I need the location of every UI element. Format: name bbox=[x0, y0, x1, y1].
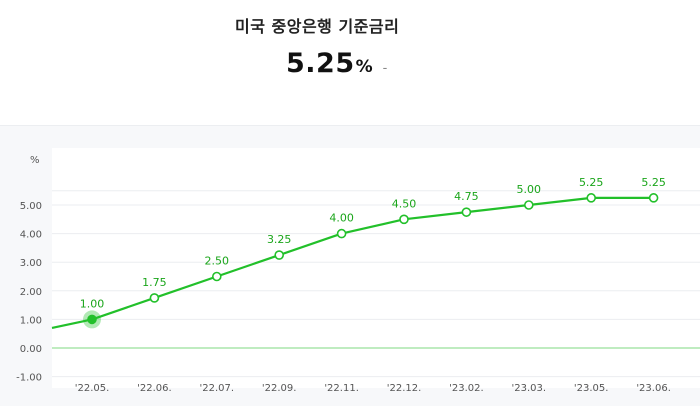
x-tick-label: '22.05. bbox=[75, 383, 110, 394]
x-tick-label: '23.02. bbox=[449, 383, 484, 394]
rate-header: 미국 중앙은행 기준금리 5.25 % - bbox=[0, 0, 700, 125]
data-label: 1.00 bbox=[80, 297, 105, 310]
y-tick-label: 0.00 bbox=[20, 344, 42, 355]
current-rate-value: 5.25 bbox=[286, 48, 355, 79]
data-point[interactable] bbox=[212, 271, 222, 282]
data-label: 5.25 bbox=[641, 176, 666, 189]
data-label: 2.50 bbox=[205, 255, 230, 268]
rate-line-chart[interactable]: % -1.00 0.00 1.00 2.00 3.00 4.00 5.00 '22.05. '22… bbox=[0, 126, 700, 406]
y-tick-label: 3.00 bbox=[20, 258, 42, 269]
x-tick-label: '23.05. bbox=[574, 383, 609, 394]
data-label: 5.25 bbox=[579, 176, 604, 189]
data-label: 1.75 bbox=[142, 276, 167, 289]
x-tick-label: '22.09. bbox=[262, 383, 297, 394]
data-label: 4.75 bbox=[454, 190, 479, 203]
data-point[interactable] bbox=[523, 200, 534, 210]
current-rate-unit: % bbox=[355, 57, 373, 77]
data-point[interactable] bbox=[586, 193, 597, 203]
x-tick-label: '22.11. bbox=[324, 383, 359, 394]
current-rate: 5.25 % - bbox=[286, 48, 387, 79]
data-label: 4.00 bbox=[329, 212, 354, 225]
y-tick-label: -1.00 bbox=[16, 373, 42, 384]
x-tick-label: '22.07. bbox=[200, 383, 235, 394]
x-tick-label: '22.12. bbox=[387, 383, 422, 394]
x-tick-label: '22.06. bbox=[137, 383, 172, 394]
data-point[interactable] bbox=[648, 193, 659, 203]
data-label: 4.50 bbox=[392, 197, 417, 210]
rate-change-indicator: - bbox=[382, 61, 388, 76]
x-tick-label: '23.06. bbox=[636, 383, 671, 394]
y-tick-label: 5.00 bbox=[20, 201, 42, 212]
data-label: 5.00 bbox=[517, 183, 542, 196]
x-tick-label: '23.03. bbox=[512, 383, 547, 394]
y-tick-label: 2.00 bbox=[20, 287, 42, 298]
y-tick-label: 1.00 bbox=[20, 315, 42, 326]
data-point[interactable] bbox=[399, 214, 409, 225]
data-label: 3.25 bbox=[267, 233, 292, 246]
data-point[interactable] bbox=[87, 314, 97, 325]
data-point[interactable] bbox=[461, 207, 472, 217]
data-point[interactable] bbox=[149, 293, 160, 303]
y-axis-label: % bbox=[30, 155, 40, 166]
data-point[interactable] bbox=[336, 228, 347, 239]
chart-panel: % -1.00 0.00 1.00 2.00 3.00 4.00 5.00 '22.05. '22… bbox=[0, 125, 700, 406]
y-tick-label: 4.00 bbox=[20, 230, 42, 241]
data-point[interactable] bbox=[274, 250, 285, 260]
page-title: 미국 중앙은행 기준금리 bbox=[235, 17, 400, 36]
